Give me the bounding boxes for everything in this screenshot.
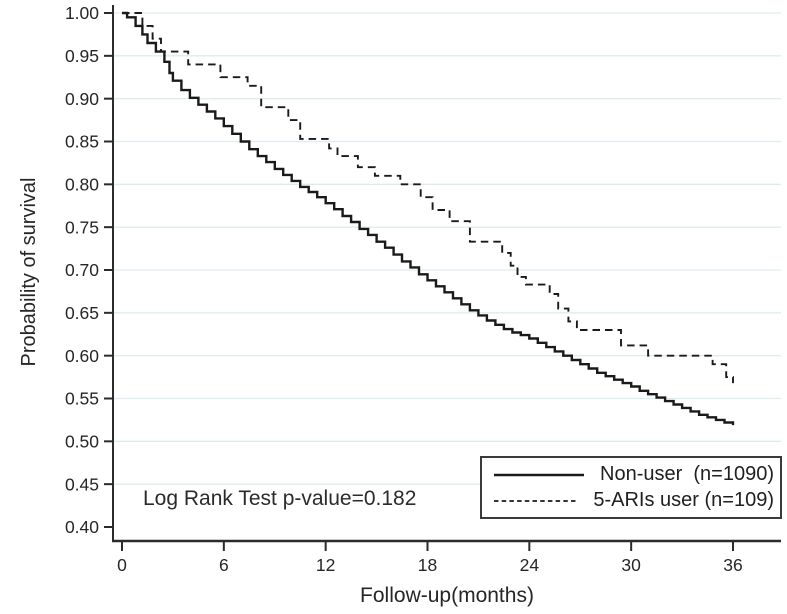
y-tick-label: 0.80 [65,174,99,194]
y-tick-label: 0.85 [65,132,99,152]
y-tick-label: 0.90 [65,89,99,109]
legend-item-non-user: Non-user (n=1090) [492,462,774,487]
x-tick-label: 6 [219,555,229,575]
y-tick-label: 0.40 [65,517,99,537]
x-tick-label: 36 [723,555,742,575]
y-tick-label: 0.60 [65,346,99,366]
y-tick-label: 0.75 [65,217,99,237]
legend: Non-user (n=1090) 5-ARIs user (n=109) [480,456,782,519]
y-tick-label: 0.70 [65,260,99,280]
curve-non-user [122,11,735,426]
solid-line-sample-icon [494,473,584,476]
x-tick-label: 24 [520,555,540,575]
y-tick-label: 0.65 [65,303,99,323]
dashed-line-sample-icon [494,499,576,502]
legend-label-5aris-user: 5-ARIs user (n=109) [593,489,774,511]
y-axis-title: Probability of survival [18,177,40,367]
curve-5-aris-user [122,12,734,384]
y-tick-label: 0.55 [65,389,99,409]
legend-label-non-user: Non-user (n=1090) [600,463,774,485]
x-tick-label: 0 [117,555,127,575]
legend-item-5aris-user: 5-ARIs user (n=109) [492,488,774,513]
x-tick-label: 30 [621,555,641,575]
log-rank-annotation: Log Rank Test p-value=0.182 [143,487,417,510]
x-tick-label: 12 [316,555,335,575]
x-axis-title: Follow-up(months) [360,584,534,607]
y-tick-label: 1.00 [65,3,99,23]
y-tick-label: 0.50 [65,431,99,451]
y-tick-label: 0.45 [65,474,99,494]
y-tick-label: 0.95 [65,46,99,66]
x-tick-label: 18 [418,555,437,575]
